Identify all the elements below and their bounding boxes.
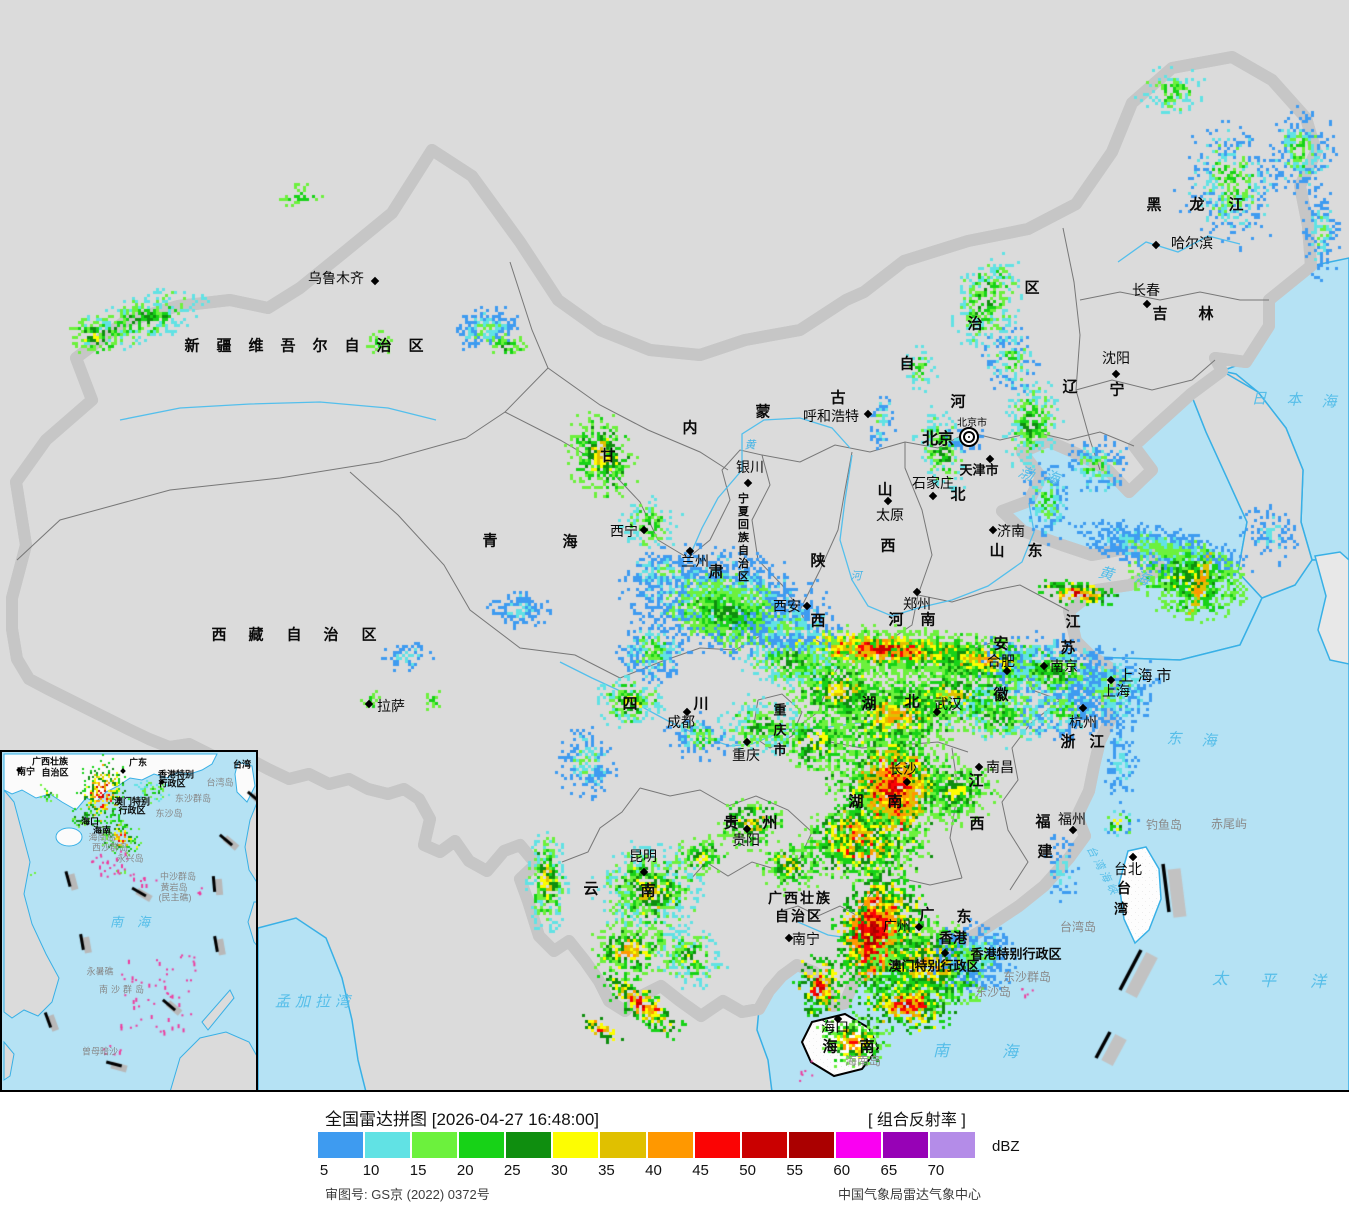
legend-title: 全国雷达拼图 [2026-04-27 16:48:00]	[325, 1110, 600, 1129]
legend-tick: 65	[880, 1162, 898, 1179]
south-china-sea-inset: 广西壮族 自治区 南宁 广东 香港特别 行政区 澳门特别 行政区 台湾 海口 海南 台湾岛 东沙群岛 东沙…	[0, 750, 258, 1092]
legend-product-label: [ 组合反射率 ]	[868, 1112, 966, 1129]
legend-tick: 55	[786, 1162, 804, 1179]
legend-tick: 10	[362, 1162, 380, 1179]
legend-panel: 全国雷达拼图 [2026-04-27 16:48:00] [ 组合反射率 ] d…	[0, 1090, 1349, 1208]
legend-swatch-10	[365, 1132, 411, 1158]
legend-ticks: 5 10 15 20 25 30 35 40 45 50 55 60 65 70	[0, 1162, 1349, 1180]
legend-tick: 30	[551, 1162, 568, 1179]
legend-swatch-20	[459, 1132, 505, 1158]
legend-tick: 60	[833, 1162, 851, 1179]
legend-swatch-50	[741, 1132, 787, 1158]
legend-tick: 25	[503, 1162, 521, 1179]
legend-tick: 20	[456, 1162, 474, 1179]
legend-tick: 40	[645, 1162, 662, 1179]
legend-swatch-5	[318, 1132, 364, 1158]
legend-swatch-65	[882, 1132, 929, 1158]
legend-swatch-35	[600, 1132, 646, 1158]
legend-swatch-25	[506, 1132, 552, 1158]
legend-swatch-55	[788, 1132, 834, 1158]
legend-swatch-70	[930, 1132, 976, 1158]
data-source-credit: 中国气象局雷达气象中心	[838, 1187, 982, 1202]
legend-swatch-45	[694, 1132, 740, 1158]
legend-tick: 5	[319, 1162, 329, 1179]
reflectivity-colorbar	[318, 1132, 976, 1158]
legend-swatch-60	[835, 1132, 881, 1158]
legend-tick: 45	[692, 1162, 709, 1179]
legend-unit: dBZ	[992, 1138, 1020, 1155]
inset-echo-layer	[2, 752, 256, 1090]
legend-swatch-40	[647, 1132, 693, 1158]
map-license-number: 审图号: GS京 (2022) 0372号	[325, 1187, 490, 1202]
legend-swatch-30	[553, 1132, 599, 1158]
legend-tick: 50	[739, 1162, 756, 1179]
legend-swatch-15	[412, 1132, 458, 1158]
legend-tick: 70	[927, 1162, 945, 1179]
legend-tick: 15	[409, 1162, 427, 1179]
legend-tick: 35	[598, 1162, 615, 1179]
